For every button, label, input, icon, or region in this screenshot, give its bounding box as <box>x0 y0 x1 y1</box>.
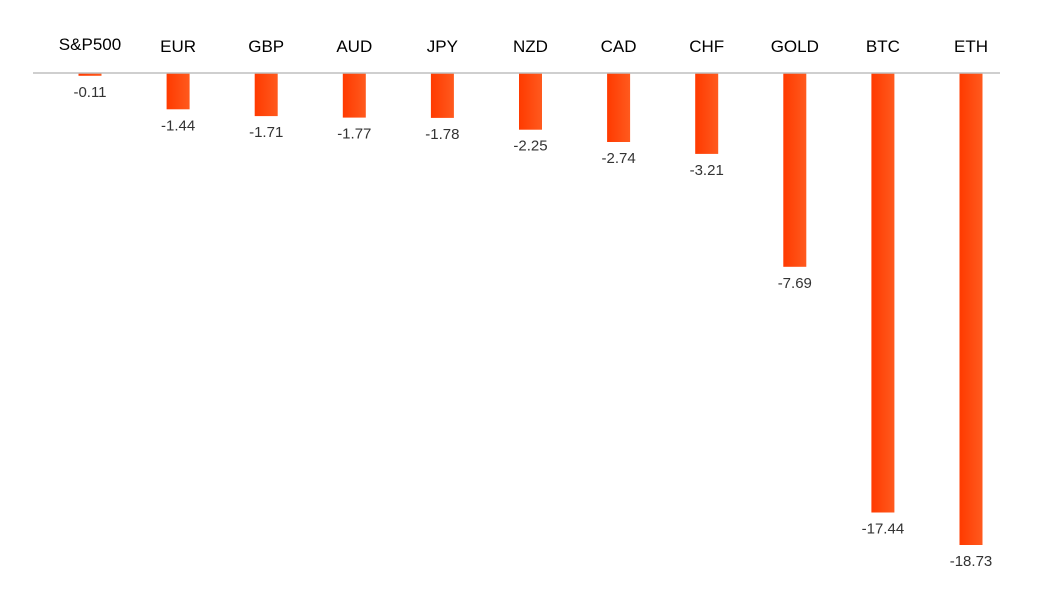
bar-cad <box>607 73 631 142</box>
bar-nzd <box>519 73 542 130</box>
bars-group <box>78 73 983 545</box>
value-labels: -0.11 -1.44 -1.71 -1.77 -1.78 -2.25 -2.74 -3.21… <box>73 84 992 570</box>
category-label: ETH <box>954 37 988 56</box>
category-label: BTC <box>866 37 900 56</box>
data-label: -1.44 <box>161 117 195 134</box>
bar-gold <box>783 73 807 267</box>
bar-sp500 <box>78 73 102 76</box>
bar-aud <box>342 73 366 118</box>
data-label: -1.77 <box>337 126 371 143</box>
category-labels: S&P500 EUR GBP AUD JPY NZD CAD CHF GOLD BTC ETH <box>59 35 988 56</box>
bar-gbp <box>254 73 278 117</box>
category-label: NZD <box>513 37 548 56</box>
category-label: GOLD <box>771 37 819 56</box>
data-label: -1.78 <box>425 126 459 143</box>
category-label: CHF <box>689 37 724 56</box>
category-label: EUR <box>160 37 196 56</box>
bar-btc <box>871 73 895 513</box>
bar-eur <box>166 73 190 110</box>
data-label: -18.73 <box>950 553 993 570</box>
bar-eth <box>959 73 983 545</box>
category-label: JPY <box>427 37 458 56</box>
category-label: AUD <box>336 37 372 56</box>
category-label: S&P500 <box>59 35 121 54</box>
data-label: -2.74 <box>601 150 635 167</box>
data-label: -2.25 <box>513 138 547 155</box>
data-label: -17.44 <box>862 521 905 538</box>
data-label: -3.21 <box>690 162 724 179</box>
bar-chf <box>695 73 719 154</box>
data-label: -0.11 <box>73 84 106 101</box>
data-label: -7.69 <box>778 275 812 292</box>
category-label: GBP <box>248 37 284 56</box>
data-label: -1.71 <box>249 124 283 141</box>
category-label: CAD <box>601 37 637 56</box>
bar-jpy <box>430 73 454 118</box>
